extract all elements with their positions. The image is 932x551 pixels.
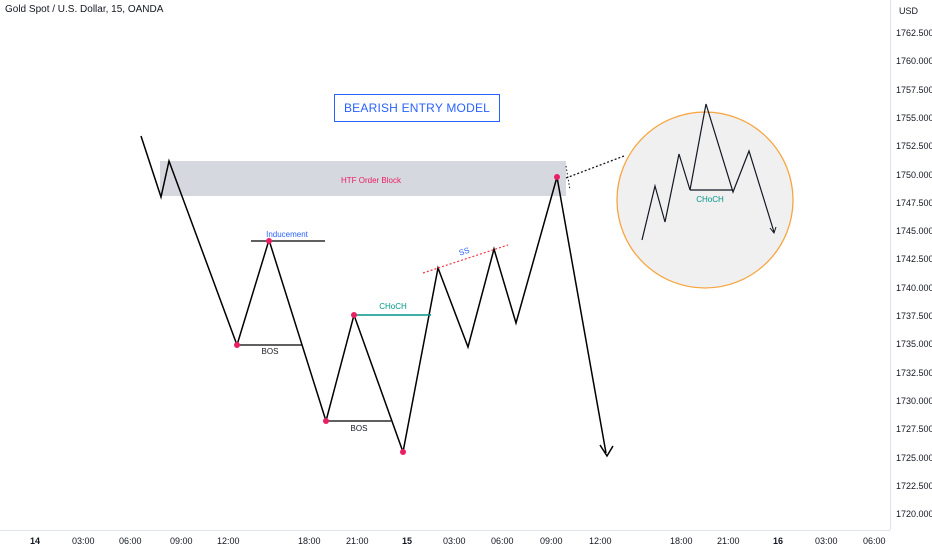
price-tick-label: 1732.500: [896, 367, 932, 378]
pivot-dot[interactable]: [266, 238, 272, 244]
time-tick-label: 03:00: [815, 536, 838, 546]
bearish-entry-title-text: BEARISH ENTRY MODEL: [343, 101, 491, 115]
pivot-dot[interactable]: [323, 418, 329, 424]
price-axis[interactable]: USD 1762.500 1760.000 1757.500 1755.000 1752…: [890, 0, 932, 530]
time-tick-label: 21:00: [717, 536, 740, 546]
chart-canvas[interactable]: HTF Order Block Inducement BOS BOS CHoCH…: [0, 0, 890, 530]
time-tick-label: 14: [30, 536, 41, 546]
down-arrow-head: [599, 444, 614, 458]
price-tick-label: 1762.500: [896, 28, 932, 38]
price-tick-label: 1737.500: [896, 311, 932, 321]
pivot-dot[interactable]: [234, 342, 240, 348]
price-tick-label: 1725.000: [896, 452, 932, 463]
time-axis[interactable]: 14 03:00 06:00 09:00 12:00 18:00 21:00 15 03:00 0…: [0, 530, 890, 551]
price-tick-label: 1755.000: [896, 112, 932, 123]
inset-connector: [565, 155, 625, 179]
time-tick-label: 03:00: [72, 536, 95, 546]
price-tick-label: 1722.500: [896, 480, 932, 491]
price-tick-label: 1752.500: [896, 141, 932, 152]
price-tick-label: 1750.000: [896, 169, 932, 180]
inducement-label: Inducement: [266, 230, 309, 239]
price-tick-label: 1747.500: [896, 197, 932, 208]
time-tick-label: 21:00: [346, 536, 369, 546]
time-tick-label: 06:00: [119, 536, 142, 546]
time-tick-label: 18:00: [298, 536, 321, 546]
time-tick-label: 18:00: [670, 536, 693, 546]
time-tick-label: 09:00: [540, 536, 563, 546]
price-tick-label: 1727.500: [896, 424, 932, 435]
price-tick-label: 1745.000: [896, 226, 932, 237]
price-path[interactable]: [140, 135, 607, 455]
bos-label-1: BOS: [262, 347, 279, 356]
price-tick-label: 1735.000: [896, 339, 932, 350]
pivot-dot[interactable]: [400, 449, 406, 455]
choch-label: CHoCH: [379, 302, 407, 311]
time-tick-label: 16: [773, 536, 784, 546]
order-block-label: HTF Order Block: [341, 176, 402, 185]
time-tick-label: 12:00: [217, 536, 240, 546]
time-tick-label: 15: [402, 536, 413, 546]
pivot-dot[interactable]: [351, 312, 357, 318]
chart-symbol-title: Gold Spot / U.S. Dollar, 15, OANDA: [5, 4, 164, 15]
price-tick-label: 1757.500: [896, 84, 932, 95]
price-tick-label: 1740.000: [896, 282, 932, 293]
time-tick-label: 03:00: [443, 536, 466, 546]
order-block-zone[interactable]: [160, 161, 566, 196]
time-tick-label: 06:00: [863, 536, 886, 546]
inset-arrow-head: [769, 226, 777, 235]
price-tick-label: 1760.000: [896, 56, 932, 67]
time-tick-label: 09:00: [170, 536, 193, 546]
pivot-dot[interactable]: [554, 174, 560, 180]
bos-label-2: BOS: [351, 424, 368, 433]
inset-choch-label: CHoCH: [696, 195, 724, 204]
price-tick-label: 1742.500: [896, 254, 932, 265]
ss-line[interactable]: [422, 244, 509, 274]
time-tick-label: 12:00: [589, 536, 612, 546]
price-tick-label: 1720.000: [896, 509, 932, 520]
time-tick-label: 06:00: [491, 536, 514, 546]
price-tick-label: 1730.000: [896, 395, 932, 406]
price-axis-currency: USD: [899, 6, 919, 16]
ss-label: SS: [458, 246, 471, 258]
inset-connector-tick: [565, 165, 571, 191]
bearish-entry-title[interactable]: BEARISH ENTRY MODEL: [334, 94, 500, 122]
